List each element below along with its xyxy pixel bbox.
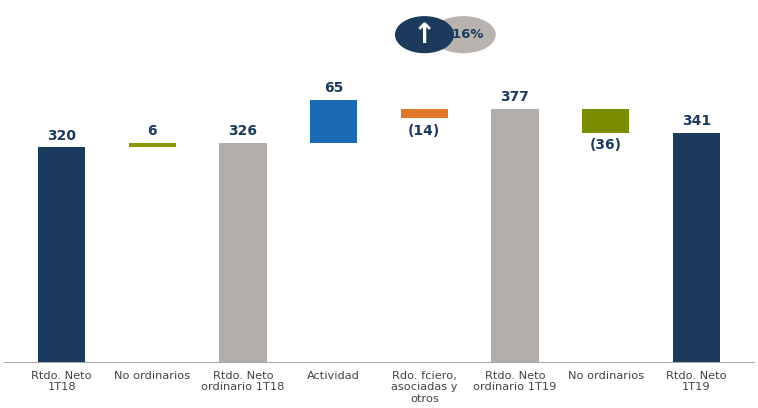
Bar	[129, 143, 176, 147]
Bar	[582, 109, 629, 133]
Text: (36): (36)	[590, 138, 622, 153]
Bar	[310, 100, 357, 143]
Text: 320: 320	[47, 129, 77, 142]
Bar	[38, 147, 86, 362]
Bar	[672, 133, 720, 362]
Text: (14): (14)	[409, 124, 440, 137]
Text: 326: 326	[229, 124, 258, 138]
Text: +16%: +16%	[442, 28, 484, 41]
Bar	[491, 109, 538, 362]
Text: 377: 377	[500, 90, 529, 104]
Text: 6: 6	[148, 124, 157, 138]
Text: 341: 341	[681, 114, 711, 129]
Text: 65: 65	[324, 81, 343, 95]
Text: ↑: ↑	[413, 21, 436, 49]
Bar	[401, 109, 448, 118]
Bar	[220, 143, 267, 362]
